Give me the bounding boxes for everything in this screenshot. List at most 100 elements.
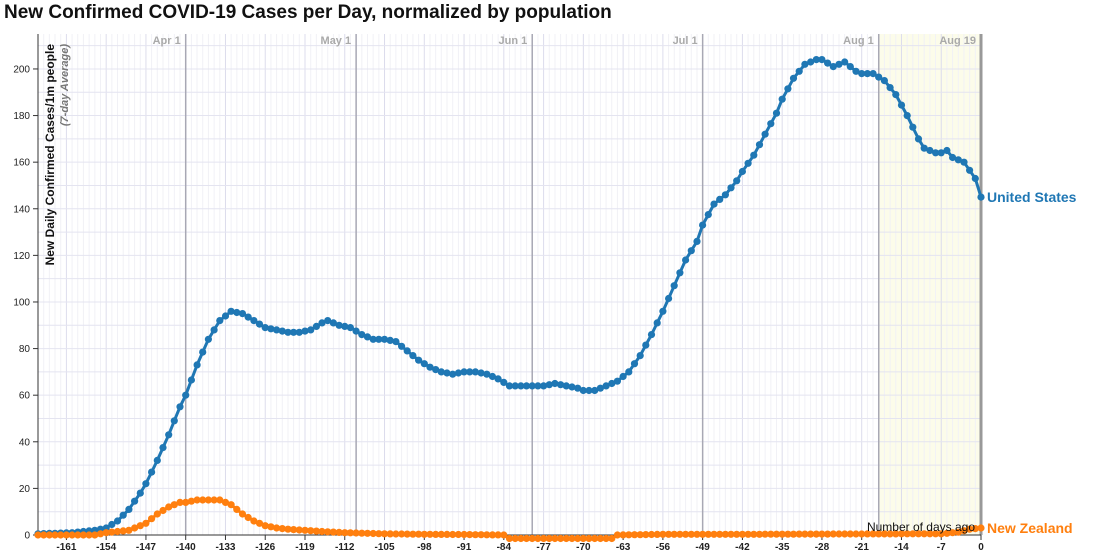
data-point — [943, 529, 951, 537]
data-point — [494, 531, 502, 539]
data-point — [51, 531, 59, 539]
data-point — [642, 531, 650, 539]
data-point — [176, 403, 184, 411]
data-point — [750, 151, 758, 159]
data-point — [335, 528, 343, 537]
data-point — [375, 335, 383, 343]
data-point — [886, 530, 894, 538]
data-point — [647, 530, 656, 539]
data-point — [522, 534, 531, 543]
data-point — [585, 386, 593, 395]
data-point — [483, 531, 491, 539]
data-point — [846, 63, 854, 71]
data-point — [602, 382, 610, 390]
data-point — [193, 496, 201, 504]
y-tick-label: 40 — [19, 437, 31, 448]
data-point — [466, 531, 474, 539]
data-point — [852, 530, 860, 538]
x-tick-label: -35 — [775, 542, 790, 553]
data-point — [454, 530, 462, 539]
data-point — [522, 382, 531, 390]
data-point — [971, 174, 979, 183]
data-point — [784, 85, 792, 93]
data-point — [278, 327, 286, 335]
data-point — [602, 534, 610, 543]
y-tick-label: 20 — [19, 484, 31, 495]
data-point — [801, 530, 809, 538]
data-point — [113, 517, 122, 525]
data-point — [517, 534, 525, 543]
data-point — [909, 123, 917, 131]
data-point — [460, 368, 468, 376]
data-point — [415, 356, 423, 364]
x-tick-label: -21 — [854, 542, 869, 553]
x-tick-label: -56 — [656, 542, 671, 553]
series-group: United States New Zealand — [34, 56, 1077, 543]
data-point — [483, 370, 491, 378]
data-point — [238, 510, 247, 518]
data-point — [727, 184, 735, 192]
data-point — [562, 534, 570, 543]
data-point — [409, 352, 417, 360]
data-point — [148, 468, 156, 476]
data-point — [420, 360, 428, 368]
data-point — [324, 317, 332, 325]
data-point — [261, 324, 269, 332]
data-point — [329, 319, 337, 327]
x-tick-label: -63 — [616, 542, 631, 553]
x-tick-label: -140 — [176, 542, 196, 553]
data-point — [278, 525, 286, 533]
data-point — [437, 530, 445, 539]
data-point — [187, 497, 195, 505]
data-point — [761, 530, 769, 538]
data-point — [68, 531, 76, 539]
month-markers: Apr 1 May 1 Jun 1 Jul 1 Aug 1 Aug 19 — [153, 34, 983, 535]
data-point — [630, 531, 639, 539]
data-point — [505, 382, 514, 390]
data-point — [971, 525, 979, 533]
data-point — [386, 530, 394, 538]
data-point — [869, 70, 877, 78]
data-point — [540, 382, 548, 390]
data-point — [863, 530, 872, 538]
data-point — [210, 326, 218, 334]
x-tick-label: -49 — [695, 542, 710, 553]
data-point — [193, 361, 201, 369]
data-point — [977, 193, 985, 201]
data-point — [693, 237, 701, 245]
data-point — [727, 530, 735, 538]
data-point — [818, 56, 826, 64]
data-point — [420, 530, 428, 538]
data-point — [653, 319, 661, 327]
data-point — [227, 307, 235, 315]
data-point — [949, 153, 957, 162]
data-point — [142, 480, 150, 488]
data-point — [540, 534, 548, 543]
data-point — [233, 505, 241, 513]
data-point — [284, 328, 292, 336]
data-point — [750, 530, 758, 538]
data-point — [261, 522, 269, 530]
data-point — [772, 109, 781, 117]
x-tick-label: -161 — [56, 542, 76, 553]
data-point — [534, 382, 542, 390]
data-point — [392, 338, 400, 346]
data-point — [221, 312, 230, 320]
data-point — [290, 328, 298, 336]
data-point — [187, 376, 195, 384]
data-point — [858, 70, 866, 78]
y-tick-label: 140 — [13, 204, 30, 215]
series-end-label: New Zealand — [987, 520, 1073, 536]
x-tick-label: -126 — [255, 542, 275, 553]
data-point — [682, 530, 690, 538]
data-point — [426, 530, 434, 538]
data-point — [250, 517, 258, 525]
data-point — [625, 531, 633, 539]
data-point — [301, 526, 309, 534]
data-point — [108, 528, 116, 536]
data-point — [699, 221, 707, 229]
y-tick-label: 120 — [13, 251, 30, 262]
data-point — [341, 322, 349, 330]
y-tick-label: 0 — [24, 531, 30, 542]
